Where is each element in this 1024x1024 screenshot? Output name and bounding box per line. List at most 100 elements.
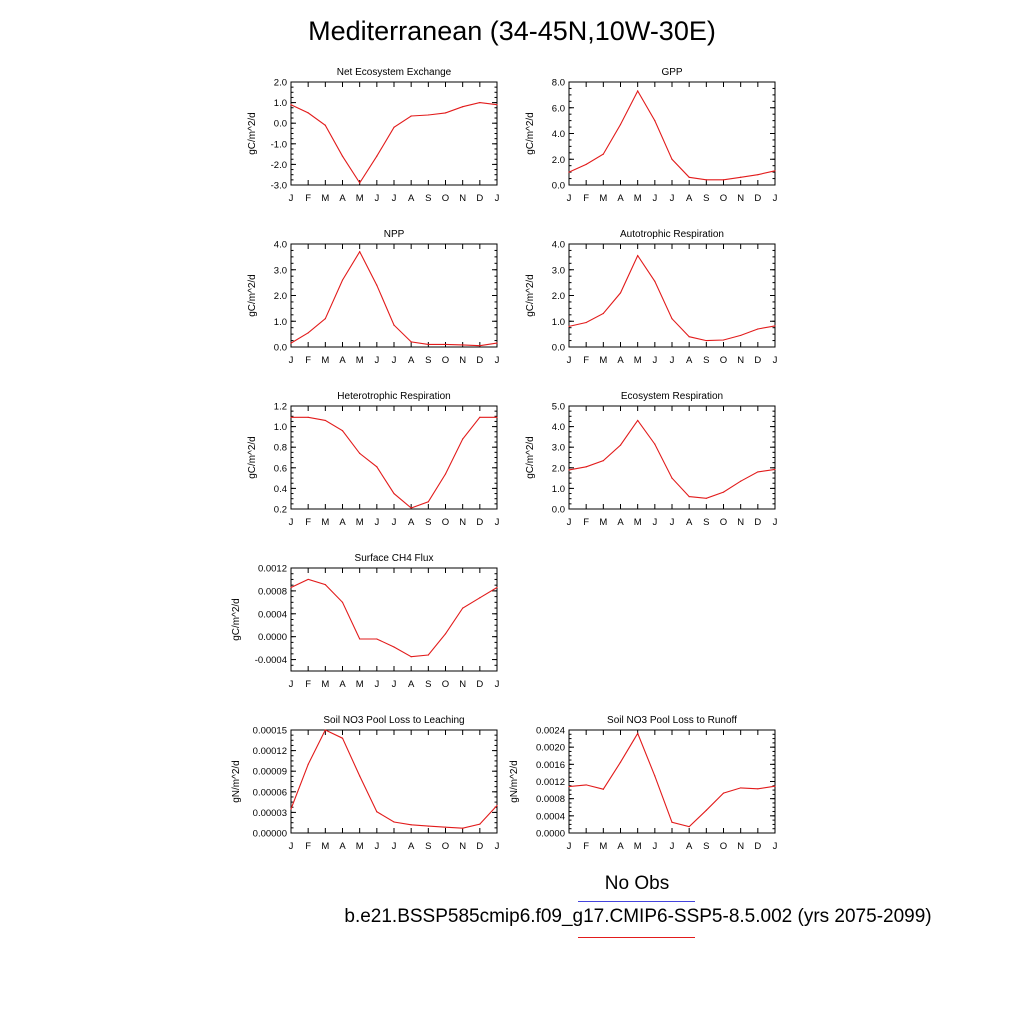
data-point xyxy=(427,654,429,656)
x-tick-label: M xyxy=(321,193,329,204)
x-tick-label: S xyxy=(425,193,431,204)
x-tick-label: N xyxy=(459,679,466,690)
x-tick-label: M xyxy=(634,517,642,528)
panel-title: Net Ecosystem Exchange xyxy=(337,67,452,78)
y-tick-label: 3.0 xyxy=(552,443,565,454)
y-axis-label: gN/m^2/d xyxy=(509,760,520,803)
x-tick-label: M xyxy=(599,355,607,366)
y-axis-label: gC/m^2/d xyxy=(525,274,536,317)
data-point xyxy=(462,827,464,829)
data-point xyxy=(341,430,344,432)
x-tick-label: O xyxy=(720,841,727,852)
series-line xyxy=(568,254,776,342)
chart-panel: Net Ecosystem Exchange gC/m^2/d 2.0 1.0 0.0 -… xyxy=(247,67,500,204)
data-point xyxy=(774,785,776,787)
panel-title: Heterotrophic Respiration xyxy=(337,391,450,402)
data-point xyxy=(568,325,570,327)
data-point xyxy=(341,601,344,603)
data-point xyxy=(602,312,604,315)
x-tick-label: S xyxy=(703,193,709,204)
x-tick-label: J xyxy=(374,679,379,690)
x-tick-label: M xyxy=(634,355,642,366)
data-point xyxy=(307,578,309,581)
data-point xyxy=(619,761,622,763)
x-tick-label: N xyxy=(737,355,744,366)
x-tick-label: S xyxy=(425,355,431,366)
data-point xyxy=(602,459,604,462)
x-tick-label: M xyxy=(599,841,607,852)
y-tick-label: 1.0 xyxy=(274,317,287,328)
x-tick-label: N xyxy=(459,355,466,366)
data-point xyxy=(479,102,481,104)
y-tick-label: 0.0024 xyxy=(536,726,565,737)
data-point xyxy=(479,597,481,599)
panel-title: NPP xyxy=(384,229,405,240)
data-point xyxy=(705,339,707,342)
y-tick-label: 0.00015 xyxy=(253,726,287,737)
data-point xyxy=(290,586,292,589)
x-tick-label: D xyxy=(476,355,483,366)
data-point xyxy=(359,638,361,640)
data-point xyxy=(444,826,447,828)
data-point xyxy=(462,106,464,108)
data-point xyxy=(705,179,707,181)
y-tick-label: 0.00003 xyxy=(253,808,287,819)
y-tick-label: -0.0004 xyxy=(255,655,287,666)
x-tick-label: J xyxy=(495,841,500,852)
panel-title: Soil NO3 Pool Loss to Leaching xyxy=(323,715,464,726)
data-point xyxy=(393,324,395,326)
data-point xyxy=(585,466,587,468)
x-tick-label: S xyxy=(703,517,709,528)
data-point xyxy=(462,438,464,440)
data-point xyxy=(444,112,447,114)
x-tick-label: M xyxy=(356,841,364,852)
legend-case-line xyxy=(578,937,695,938)
data-point xyxy=(637,254,639,257)
x-tick-label: A xyxy=(686,193,693,204)
y-tick-label: 1.0 xyxy=(552,317,565,328)
data-point xyxy=(307,763,309,765)
data-point xyxy=(619,292,622,294)
x-tick-label: A xyxy=(617,841,624,852)
data-point xyxy=(637,419,639,422)
x-tick-label: A xyxy=(408,193,415,204)
chart-panel: Heterotrophic Respiration gC/m^2/d 1.2 1.0 0… xyxy=(247,391,500,528)
data-point xyxy=(427,501,429,503)
series-line xyxy=(290,578,498,658)
y-tick-label: -3.0 xyxy=(271,181,287,192)
data-point xyxy=(376,155,378,157)
panel-title: Ecosystem Respiration xyxy=(621,391,723,402)
data-point xyxy=(376,811,378,813)
data-point xyxy=(393,492,395,495)
x-tick-label: J xyxy=(670,841,675,852)
x-tick-label: M xyxy=(321,841,329,852)
x-tick-label: O xyxy=(720,355,727,366)
x-tick-label: J xyxy=(670,193,675,204)
x-tick-label: S xyxy=(703,841,709,852)
x-tick-label: O xyxy=(442,355,449,366)
y-tick-label: 4.0 xyxy=(552,240,565,251)
data-point xyxy=(705,497,707,499)
data-point xyxy=(462,607,464,609)
data-point xyxy=(740,334,742,337)
y-tick-label: 0.0008 xyxy=(536,794,565,805)
data-point xyxy=(619,123,622,126)
data-point xyxy=(376,284,378,286)
data-point xyxy=(444,473,447,475)
x-tick-label: M xyxy=(599,193,607,204)
x-tick-label: A xyxy=(339,355,346,366)
data-point xyxy=(393,126,395,128)
y-tick-label: 4.0 xyxy=(274,240,287,251)
data-point xyxy=(585,163,587,165)
data-point xyxy=(722,491,725,493)
x-tick-label: J xyxy=(773,193,778,204)
y-tick-label: 0.0012 xyxy=(536,777,565,788)
data-point xyxy=(688,496,690,498)
data-point xyxy=(688,825,690,828)
data-point xyxy=(496,342,498,344)
data-point xyxy=(774,325,776,327)
x-tick-label: O xyxy=(720,517,727,528)
x-tick-label: D xyxy=(754,193,761,204)
x-tick-label: J xyxy=(289,193,294,204)
